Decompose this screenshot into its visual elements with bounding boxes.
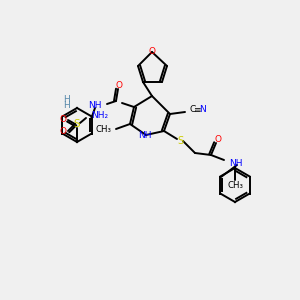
Text: S: S <box>177 136 183 146</box>
Text: O: O <box>214 136 221 145</box>
Text: C: C <box>189 106 195 115</box>
Text: NH: NH <box>138 130 152 140</box>
Text: N: N <box>199 106 206 115</box>
Text: NH: NH <box>88 101 102 110</box>
Text: O: O <box>59 128 67 136</box>
Text: NH: NH <box>229 158 242 167</box>
Text: O: O <box>148 47 155 56</box>
Text: O: O <box>116 80 122 89</box>
Text: NH₂: NH₂ <box>91 112 108 121</box>
Text: ≡: ≡ <box>193 106 200 115</box>
Text: CH₃: CH₃ <box>95 124 111 134</box>
Text: O: O <box>59 115 67 124</box>
Text: H: H <box>64 101 70 110</box>
Text: CH₃: CH₃ <box>227 182 243 190</box>
Text: S: S <box>74 119 80 129</box>
Text: H: H <box>64 95 70 104</box>
